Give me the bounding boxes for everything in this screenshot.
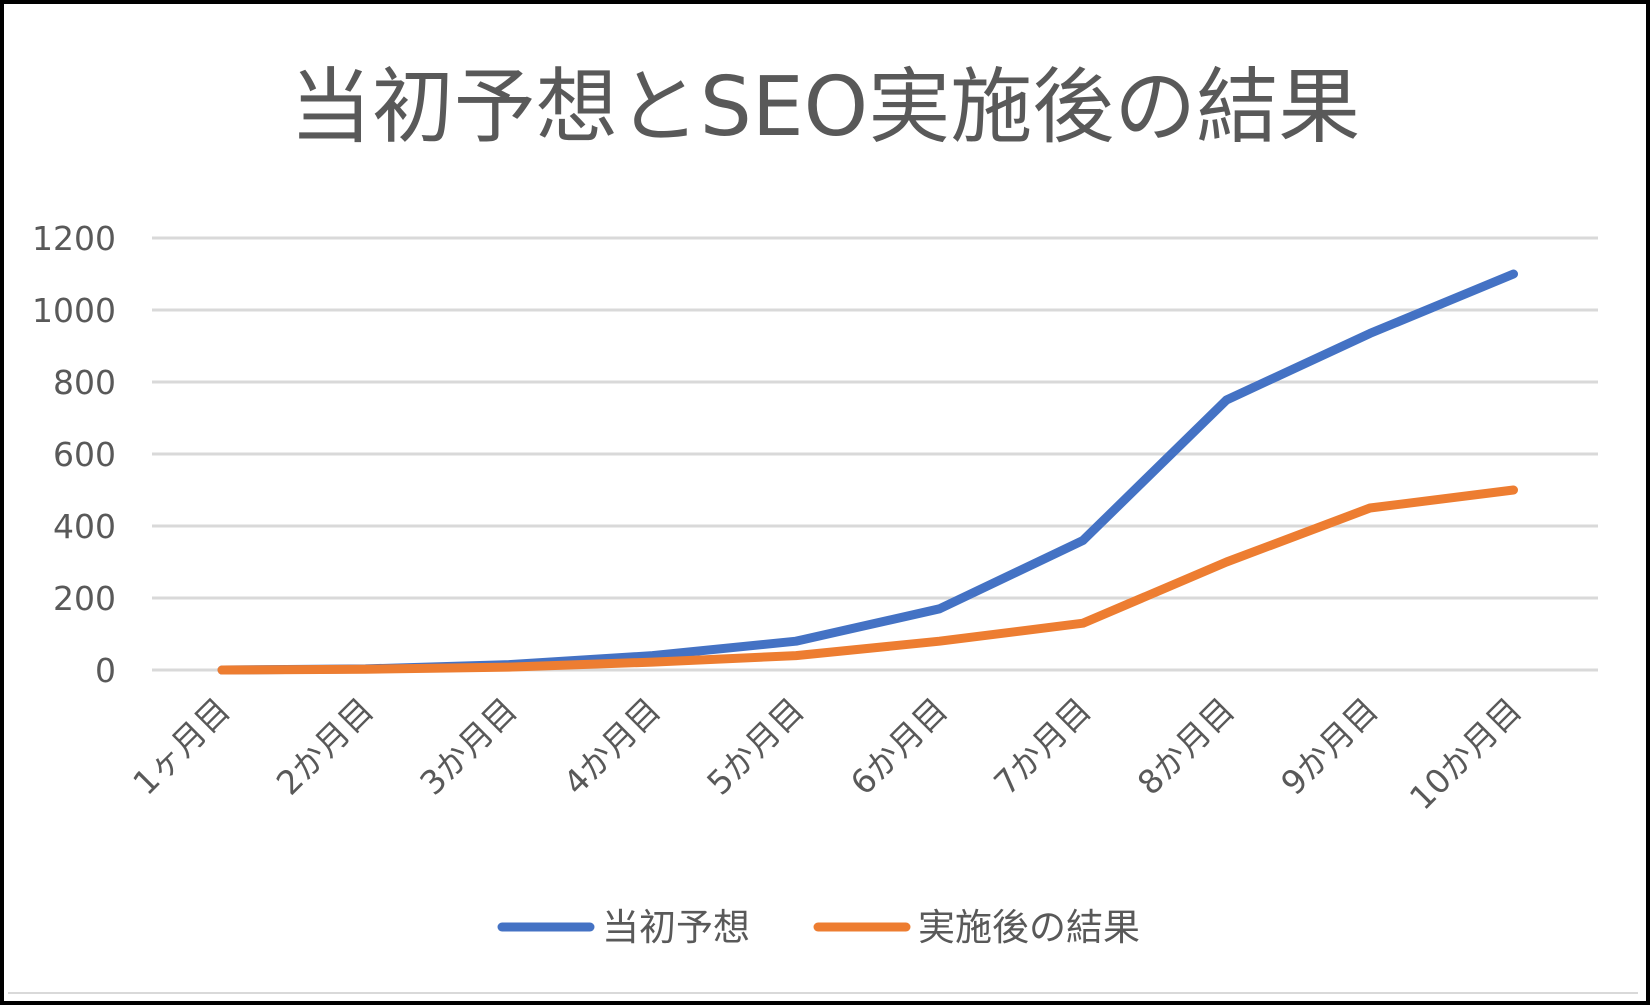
legend: 当初予想 実施後の結果: [497, 906, 1140, 949]
x-tick-label: 4か月目: [556, 690, 668, 802]
x-tick-label: 10か月目: [1402, 690, 1529, 817]
x-tick-label: 7か月目: [986, 690, 1098, 802]
legend-label-1: 実施後の結果: [918, 906, 1140, 949]
series-lines: [217, 269, 1518, 675]
y-tick-label: 600: [53, 435, 116, 474]
x-tick-label: 5か月目: [699, 690, 811, 802]
gridlines: [152, 236, 1598, 672]
x-tick-label: 9か月目: [1273, 690, 1385, 802]
x-tick-label: 3か月目: [412, 690, 524, 802]
x-tick-label: 6か月目: [843, 690, 955, 802]
x-tick-label: 2か月目: [269, 690, 381, 802]
legend-label-0: 当初予想: [602, 906, 750, 949]
x-axis-ticks: 1ヶ月目 2か月目 3か月目 4か月目 5か月目 6か月目 7か月目 8か月目 9か月目 10か月…: [125, 690, 1529, 817]
x-tick-label: 8か月目: [1130, 690, 1242, 802]
bottom-divider: [8, 992, 1638, 994]
series-line-0: [217, 269, 1518, 675]
series-line-1: [217, 485, 1518, 675]
y-tick-label: 0: [95, 651, 116, 690]
y-axis-ticks: 0 200 400 600 800 1000 1200: [32, 219, 116, 690]
y-tick-label: 1200: [32, 219, 116, 258]
y-tick-label: 200: [53, 579, 116, 618]
chart-title: 当初予想とSEO実施後の結果: [290, 60, 1360, 155]
y-tick-label: 1000: [32, 291, 116, 330]
y-tick-label: 800: [53, 363, 116, 402]
y-tick-label: 400: [53, 507, 116, 546]
x-tick-label: 1ヶ月目: [125, 690, 237, 802]
